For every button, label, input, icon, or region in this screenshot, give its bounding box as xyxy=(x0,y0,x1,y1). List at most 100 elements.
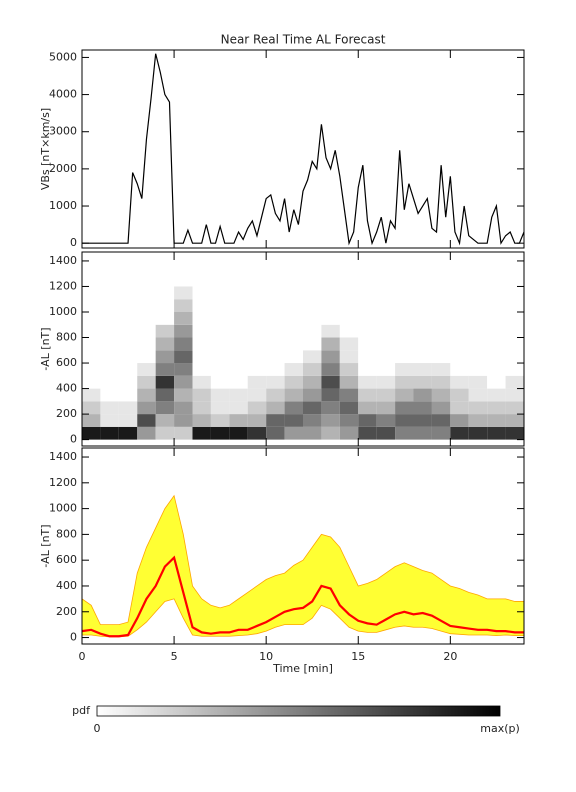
x-tick-label: 10 xyxy=(259,650,273,663)
y-tick-label: 200 xyxy=(56,407,77,420)
uncertainty-band xyxy=(81,494,525,638)
heat-cell xyxy=(137,388,156,402)
heat-cell xyxy=(100,350,119,364)
heat-cell xyxy=(210,401,230,415)
heat-cell xyxy=(192,324,211,338)
heat-cell xyxy=(82,414,101,427)
colorbar-min-label: 0 xyxy=(94,722,101,735)
heat-cell xyxy=(284,350,303,364)
heat-cell xyxy=(376,414,396,427)
heat-cell xyxy=(210,286,230,300)
heat-cell xyxy=(174,337,193,351)
heat-cell xyxy=(174,401,193,415)
heat-cell xyxy=(321,350,340,364)
heat-cell xyxy=(266,401,285,415)
plot-frame xyxy=(81,251,525,447)
heat-cell xyxy=(155,363,175,376)
heat-cell xyxy=(266,299,285,312)
heat-cell xyxy=(118,363,138,376)
heat-cell xyxy=(431,375,451,389)
heat-cell xyxy=(229,299,248,312)
heat-cell xyxy=(266,426,285,440)
heat-cell xyxy=(192,337,211,351)
heat-cell xyxy=(174,426,193,440)
heat-cell xyxy=(303,363,322,376)
heat-cell xyxy=(431,324,451,338)
heat-cell xyxy=(82,286,101,300)
heat-cell xyxy=(468,286,488,300)
heat-cell xyxy=(192,388,211,402)
x-axis-label: Time [min] xyxy=(272,662,333,675)
heat-cell xyxy=(303,299,322,312)
heat-cell xyxy=(82,401,101,415)
heat-cell xyxy=(450,401,469,415)
heat-cell xyxy=(174,299,193,312)
heat-cell xyxy=(118,337,138,351)
heat-cell xyxy=(229,324,248,338)
heat-cell xyxy=(155,375,175,389)
y-tick-label: 800 xyxy=(56,331,77,344)
heat-cell xyxy=(321,337,340,351)
heat-cell xyxy=(229,311,248,325)
y-tick-label: 0 xyxy=(70,236,77,249)
y-tick-label: 5000 xyxy=(49,50,77,63)
heat-cell xyxy=(358,311,377,325)
heat-cell xyxy=(210,337,230,351)
heat-cell xyxy=(303,286,322,300)
heat-cell xyxy=(505,388,524,402)
heat-cell xyxy=(339,286,359,300)
heat-cell xyxy=(431,286,451,300)
heat-cell xyxy=(505,401,524,415)
heat-cell xyxy=(468,426,488,440)
heat-cell xyxy=(468,401,488,415)
heat-cell xyxy=(431,401,451,415)
heat-cell xyxy=(118,350,138,364)
y-tick-label: 4000 xyxy=(49,88,77,101)
colorbar xyxy=(96,705,501,717)
heat-cell xyxy=(413,350,432,364)
chart-title: Near Real Time AL Forecast xyxy=(221,33,386,47)
heat-cell xyxy=(413,401,432,415)
heat-cell xyxy=(266,350,285,364)
heat-cell xyxy=(339,363,359,376)
y-tick-label: 0 xyxy=(70,433,77,446)
heat-cell xyxy=(247,324,267,338)
heat-cell xyxy=(174,350,193,364)
heat-cell xyxy=(358,401,377,415)
heat-cell xyxy=(266,286,285,300)
heat-cell xyxy=(358,299,377,312)
heat-cell xyxy=(155,324,175,338)
heat-cell xyxy=(321,363,340,376)
heat-cell xyxy=(395,363,414,376)
y-tick-label: 200 xyxy=(56,605,77,618)
heat-cell xyxy=(450,375,469,389)
heat-cell xyxy=(229,375,248,389)
heat-cell xyxy=(137,375,156,389)
heat-cell xyxy=(210,426,230,440)
heat-cell xyxy=(137,286,156,300)
heat-cell xyxy=(192,401,211,415)
heat-cell xyxy=(192,375,211,389)
heat-cell xyxy=(431,350,451,364)
heat-cell xyxy=(266,375,285,389)
data-line xyxy=(82,53,525,246)
heat-cell xyxy=(413,426,432,440)
heat-cell xyxy=(450,388,469,402)
heat-cell xyxy=(339,299,359,312)
heat-cell xyxy=(395,311,414,325)
heat-cell xyxy=(284,375,303,389)
colorbar-max-label: max(p) xyxy=(480,722,520,735)
heat-cell xyxy=(155,388,175,402)
heat-cell xyxy=(100,414,119,427)
heat-cell xyxy=(82,388,101,402)
heat-cell xyxy=(339,324,359,338)
heat-cell xyxy=(505,363,524,376)
heat-cell xyxy=(247,299,267,312)
heat-cell xyxy=(303,375,322,389)
heat-cell xyxy=(174,286,193,300)
heat-cell xyxy=(155,311,175,325)
heat-cell xyxy=(376,363,396,376)
heat-cell xyxy=(174,363,193,376)
heat-cell xyxy=(395,299,414,312)
